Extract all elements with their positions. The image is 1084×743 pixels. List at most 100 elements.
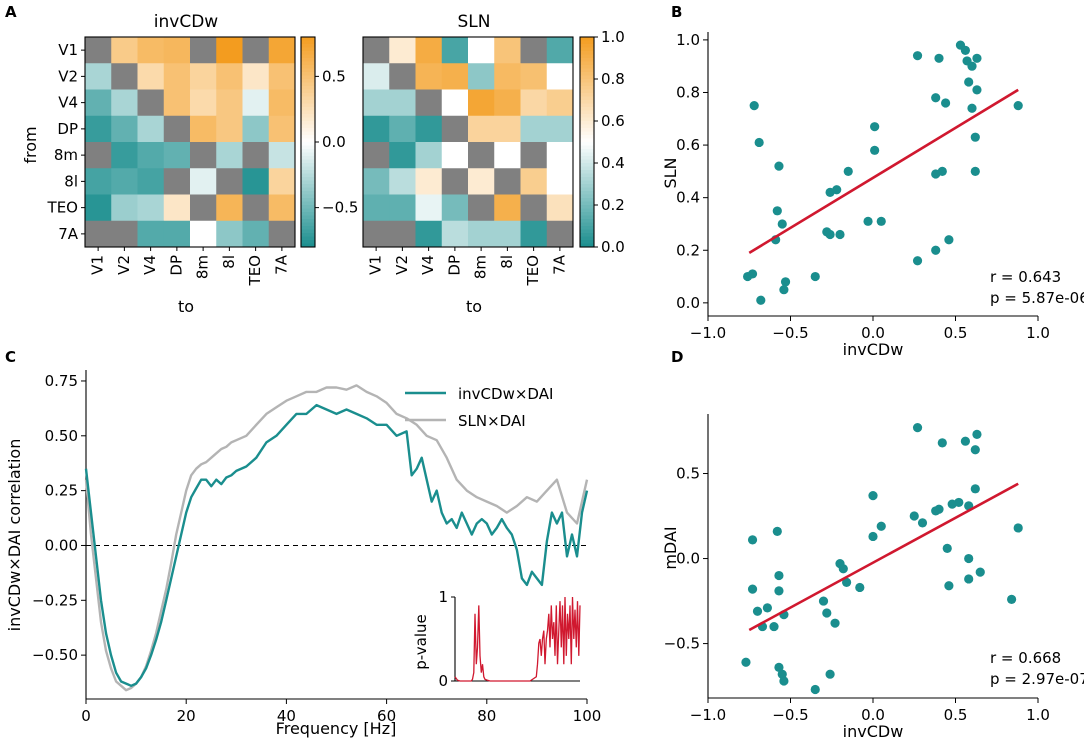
- heatmap-cell: [85, 168, 112, 195]
- colorbar-segment: [301, 159, 315, 164]
- heatmap-cell: [190, 168, 217, 195]
- line-chart-xtick-label: 100: [573, 707, 602, 725]
- scatter-point: [912, 256, 923, 266]
- heatmap-ytick-label: V1: [58, 41, 78, 59]
- heatmap-cell: [520, 142, 548, 169]
- colorbar-segment: [301, 100, 315, 104]
- heatmap-cell: [441, 63, 469, 90]
- scatter-point: [1013, 101, 1023, 111]
- scatter-point: [779, 285, 789, 295]
- colorbar-segment: [580, 191, 594, 195]
- heatmap-xtick-label: V1: [367, 255, 385, 275]
- line-chart-xtick-label: 60: [377, 707, 396, 725]
- heatmap-cell: [111, 63, 138, 90]
- colorbar-segment: [301, 166, 315, 171]
- colorbar-segment: [580, 89, 594, 94]
- scatter-point: [779, 676, 789, 686]
- colorbar-segment: [580, 145, 594, 150]
- scatter-ytick-label: 0.8: [676, 83, 700, 101]
- heatmap-xtick-label: 7A: [550, 254, 568, 275]
- heatmap-cell: [546, 220, 574, 248]
- heatmap-cell: [111, 89, 138, 117]
- scatter-point: [967, 61, 977, 71]
- colorbar-segment: [580, 156, 594, 160]
- scatter-point: [931, 93, 941, 103]
- colorbar-segment: [580, 121, 594, 125]
- colorbar-segment: [580, 159, 594, 164]
- colorbar-segment: [580, 68, 594, 73]
- colorbar-segment: [580, 47, 594, 52]
- heatmap-cell: [363, 89, 390, 117]
- heatmap-cell: [163, 220, 191, 248]
- heatmap-cell: [546, 142, 574, 169]
- heatmap-ytick-label: 8l: [64, 172, 78, 190]
- heatmap-cell: [242, 89, 270, 117]
- colorbar-segment: [301, 128, 315, 132]
- heatmap-cell: [137, 142, 165, 169]
- line-chart-ytick-label: −0.25: [32, 591, 78, 609]
- colorbar-tick-label: −0.5: [322, 199, 358, 217]
- heatmap-cell: [363, 194, 390, 222]
- scatter-point: [970, 445, 980, 455]
- scatter-point: [960, 45, 971, 56]
- heatmap-cell: [137, 37, 165, 64]
- colorbar-segment: [580, 233, 594, 237]
- heatmap-cell: [494, 37, 521, 64]
- colorbar-segment: [580, 86, 594, 90]
- colorbar-segment: [301, 37, 315, 41]
- regression-line: [748, 88, 1019, 255]
- heatmap-cell: [468, 63, 495, 90]
- scatter-xtick-label: −1.0: [690, 706, 726, 724]
- heatmap-cell: [441, 142, 469, 169]
- scatter-point: [934, 504, 944, 514]
- colorbar-segment: [580, 194, 594, 199]
- colorbar-segment: [301, 198, 315, 202]
- colorbar-tick-label: 0.0: [601, 238, 625, 256]
- colorbar-segment: [301, 82, 315, 87]
- colorbar-segment: [301, 173, 315, 178]
- heatmap-cell: [415, 194, 443, 222]
- colorbar-segment: [301, 208, 315, 213]
- heatmap-cell: [494, 220, 521, 248]
- heatmap-cell: [163, 168, 191, 195]
- line-chart-ytick-label: 0.25: [45, 482, 78, 500]
- colorbar-segment: [580, 135, 594, 139]
- scatter-ytick-label: 0.0: [676, 294, 700, 312]
- scatter-point: [772, 206, 782, 216]
- colorbar-segment: [301, 226, 315, 230]
- colorbar-segment: [301, 117, 315, 122]
- colorbar-segment: [580, 180, 594, 185]
- heatmap-cell: [137, 63, 165, 90]
- colorbar-segment: [580, 226, 594, 230]
- heatmap-cell: [363, 37, 390, 64]
- heatmap-cell: [137, 168, 165, 195]
- scatter-point: [749, 101, 759, 111]
- series-line-invcdw-dai: [84, 403, 589, 687]
- scatter-xtick-label: 0.5: [944, 706, 968, 724]
- colorbar-segment: [580, 58, 594, 62]
- scatter-point: [842, 577, 852, 587]
- panel-label-b: B: [671, 3, 682, 21]
- scatter-xtick-label: 1.0: [1026, 324, 1050, 342]
- heatmap-cell: [415, 89, 443, 117]
- scatter-xtick-label: 0.0: [861, 324, 885, 342]
- colorbar-segment: [301, 121, 315, 125]
- colorbar-segment: [301, 240, 315, 244]
- heatmap-xtick-label: 8m: [194, 255, 212, 279]
- colorbar-tick-label: 0.0: [322, 133, 346, 151]
- scatter-xtick-label: 0.5: [944, 324, 968, 342]
- colorbar-segment: [301, 222, 315, 227]
- heatmap-cell: [190, 63, 217, 90]
- colorbar-segment: [301, 170, 315, 174]
- scatter-mdai: invCDw mDAI r = 0.668 p = 2.97e-07 −1.0 −…: [661, 414, 1084, 741]
- heatmap-cell: [268, 220, 296, 248]
- scatter-ytick-label: −0.5: [664, 635, 700, 653]
- heatmap-cell: [268, 168, 296, 195]
- scatter-point: [964, 553, 974, 564]
- scatter-sln-ylabel: SLN: [661, 157, 680, 188]
- heatmap-cell: [268, 37, 296, 64]
- colorbar-segment: [580, 243, 594, 248]
- colorbar-segment: [301, 68, 315, 73]
- colorbar-segment: [580, 61, 594, 66]
- line-chart-correlation: Frequency [Hz] invCDw×DAI correlation in…: [5, 370, 601, 738]
